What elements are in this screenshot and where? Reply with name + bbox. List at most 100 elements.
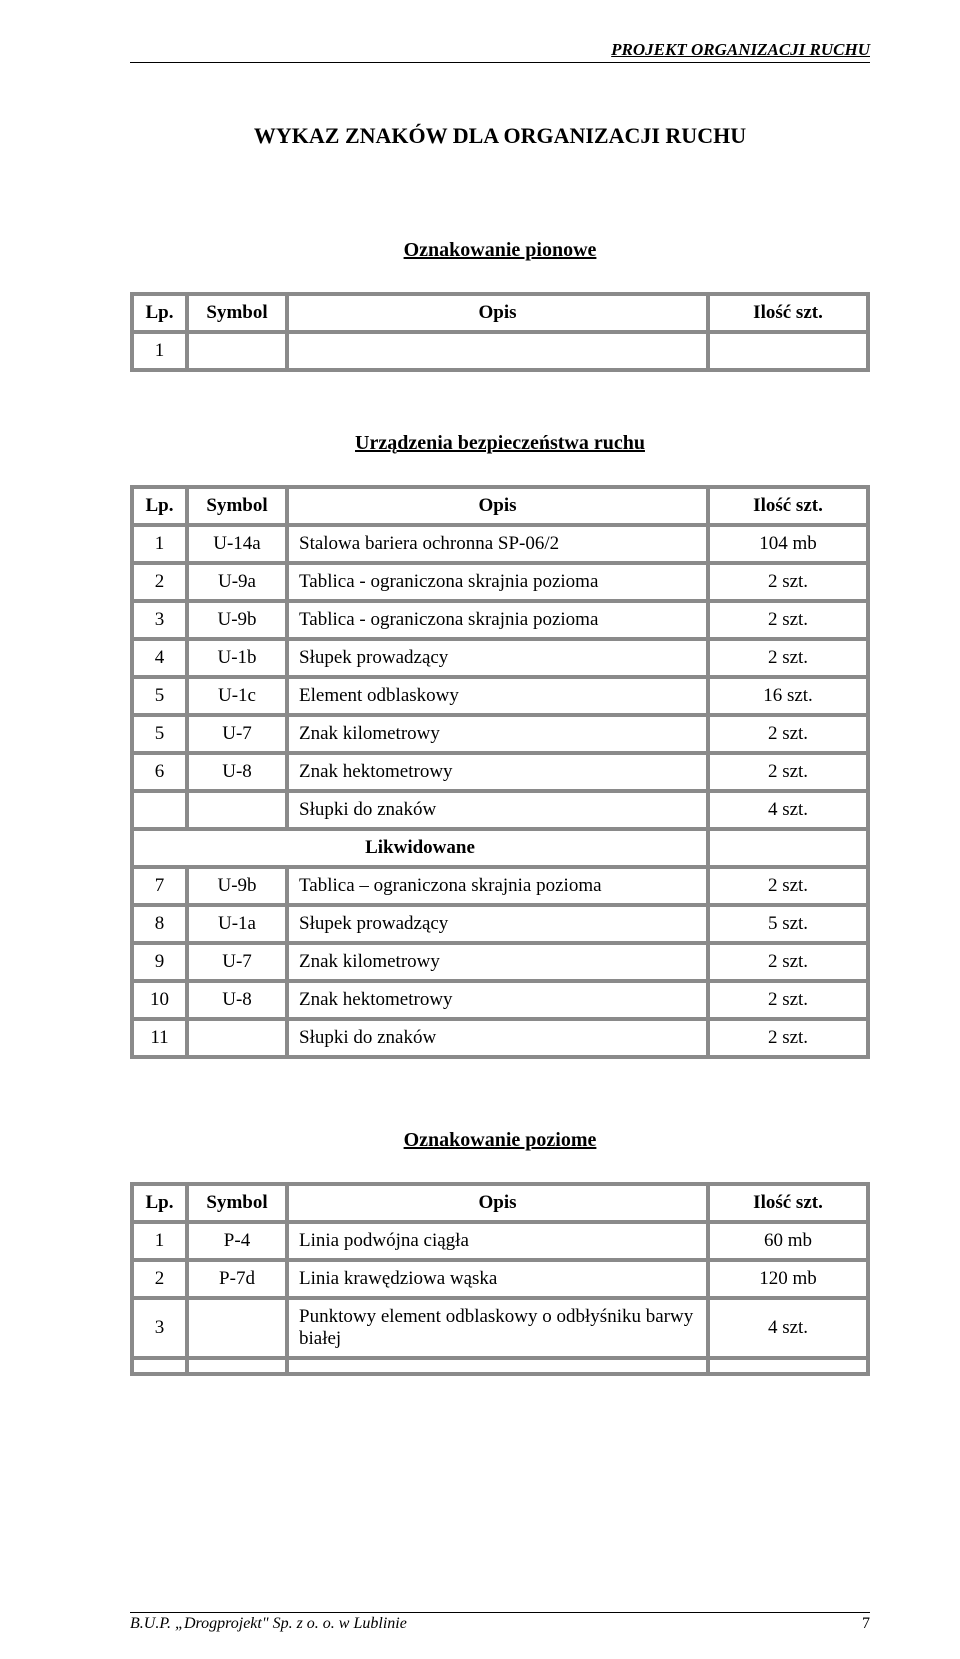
page-title: WYKAZ ZNAKÓW DLA ORGANIZACJI RUCHU — [130, 123, 870, 149]
col-lp: Lp. — [132, 1184, 187, 1222]
cell-lp: 1 — [132, 525, 187, 563]
cell-opis: Znak hektometrowy — [287, 981, 708, 1019]
col-lp: Lp. — [132, 487, 187, 525]
horizontal-signs-table: Lp. Symbol Opis Ilość szt. 1P-4Linia pod… — [130, 1182, 870, 1376]
cell-symbol: U-1c — [187, 677, 287, 715]
table-row: 11 Słupki do znaków2 szt. — [132, 1019, 868, 1057]
col-symbol: Symbol — [187, 487, 287, 525]
cell-lp: 9 — [132, 943, 187, 981]
cell-symbol: P-7d — [187, 1260, 287, 1298]
cell-lp: 3 — [132, 1298, 187, 1358]
cell-opis — [287, 1358, 708, 1374]
cell-opis — [287, 332, 708, 370]
col-opis: Opis — [287, 487, 708, 525]
col-opis: Opis — [287, 294, 708, 332]
cell-qty: 2 szt. — [708, 867, 868, 905]
table-row: Słupki do znaków4 szt. — [132, 791, 868, 829]
col-symbol: Symbol — [187, 294, 287, 332]
cell-lp: 8 — [132, 905, 187, 943]
header-rule — [130, 62, 870, 63]
cell-qty: 16 szt. — [708, 677, 868, 715]
cell-opis: Słupki do znaków — [287, 791, 708, 829]
page-footer: B.U.P. „Drogprojekt" Sp. z o. o. w Lubli… — [130, 1612, 870, 1633]
footer-company: B.U.P. „Drogprojekt" Sp. z o. o. w Lubli… — [130, 1615, 407, 1633]
cell-qty: 4 szt. — [708, 791, 868, 829]
cell-opis: Słupki do znaków — [287, 1019, 708, 1057]
cell-symbol: U-14a — [187, 525, 287, 563]
cell-symbol — [187, 791, 287, 829]
cell-opis: Znak kilometrowy — [287, 943, 708, 981]
cell-qty: 2 szt. — [708, 753, 868, 791]
cell-symbol: U-8 — [187, 753, 287, 791]
cell-lp: 6 — [132, 753, 187, 791]
table-header-row: Lp. Symbol Opis Ilość szt. — [132, 294, 868, 332]
cell-qty: 4 szt. — [708, 1298, 868, 1358]
table-row: 6U-8Znak hektometrowy2 szt. — [132, 753, 868, 791]
cell-opis: Tablica - ograniczona skrajnia pozioma — [287, 563, 708, 601]
cell-qty: 2 szt. — [708, 981, 868, 1019]
cell-opis: Tablica - ograniczona skrajnia pozioma — [287, 601, 708, 639]
cell-qty: 2 szt. — [708, 563, 868, 601]
cell-symbol — [187, 1019, 287, 1057]
cell-qty — [708, 332, 868, 370]
col-lp: Lp. — [132, 294, 187, 332]
cell-opis: Znak hektometrowy — [287, 753, 708, 791]
cell-qty: 104 mb — [708, 525, 868, 563]
cell-opis: Linia krawędziowa wąska — [287, 1260, 708, 1298]
cell-qty: 2 szt. — [708, 639, 868, 677]
cell-symbol — [187, 332, 287, 370]
safety-devices-table: Lp. Symbol Opis Ilość szt. 1U-14aStalowa… — [130, 485, 870, 1059]
cell-lp: 5 — [132, 677, 187, 715]
table-row: 2U-9aTablica - ograniczona skrajnia pozi… — [132, 563, 868, 601]
liquidated-row: Likwidowane — [132, 829, 868, 867]
cell-qty: 2 szt. — [708, 715, 868, 753]
table-row: 1 — [132, 332, 868, 370]
col-opis: Opis — [287, 1184, 708, 1222]
cell-qty: 2 szt. — [708, 943, 868, 981]
cell-symbol: U-9a — [187, 563, 287, 601]
cell-lp: 1 — [132, 332, 187, 370]
cell-qty: 5 szt. — [708, 905, 868, 943]
section-title-vertical: Oznakowanie pionowe — [130, 239, 870, 262]
cell-symbol: U-7 — [187, 943, 287, 981]
cell-lp — [132, 1358, 187, 1374]
section-title-safety: Urządzenia bezpieczeństwa ruchu — [130, 432, 870, 455]
cell-symbol — [187, 1298, 287, 1358]
table-row: 3Punktowy element odblaskowy o odbłyśnik… — [132, 1298, 868, 1358]
table-row: 2P-7dLinia krawędziowa wąska120 mb — [132, 1260, 868, 1298]
cell-symbol: P-4 — [187, 1222, 287, 1260]
cell-opis: Linia podwójna ciągła — [287, 1222, 708, 1260]
col-qty: Ilość szt. — [708, 487, 868, 525]
col-qty: Ilość szt. — [708, 294, 868, 332]
table-header-row: Lp. Symbol Opis Ilość szt. — [132, 487, 868, 525]
cell-qty — [708, 829, 868, 867]
col-symbol: Symbol — [187, 1184, 287, 1222]
cell-opis: Znak kilometrowy — [287, 715, 708, 753]
cell-lp: 7 — [132, 867, 187, 905]
cell-qty: 120 mb — [708, 1260, 868, 1298]
col-qty: Ilość szt. — [708, 1184, 868, 1222]
table-header-row: Lp. Symbol Opis Ilość szt. — [132, 1184, 868, 1222]
cell-symbol: U-8 — [187, 981, 287, 1019]
cell-lp: 2 — [132, 1260, 187, 1298]
cell-lp: 2 — [132, 563, 187, 601]
cell-lp: 10 — [132, 981, 187, 1019]
cell-qty: 2 szt. — [708, 1019, 868, 1057]
cell-opis: Element odblaskowy — [287, 677, 708, 715]
table-row: 7U-9bTablica – ograniczona skrajnia pozi… — [132, 867, 868, 905]
cell-opis: Słupek prowadzący — [287, 639, 708, 677]
cell-opis: Tablica – ograniczona skrajnia pozioma — [287, 867, 708, 905]
table-row: 1U-14aStalowa bariera ochronna SP-06/210… — [132, 525, 868, 563]
table-row: 10U-8Znak hektometrowy2 szt. — [132, 981, 868, 1019]
cell-lp: 4 — [132, 639, 187, 677]
section-title-horizontal: Oznakowanie poziome — [130, 1129, 870, 1152]
table-row: 8U-1aSłupek prowadzący5 szt. — [132, 905, 868, 943]
cell-lp: 11 — [132, 1019, 187, 1057]
footer-page-number: 7 — [862, 1615, 870, 1633]
running-header: PROJEKT ORGANIZACJI RUCHU — [130, 40, 870, 60]
cell-lp: 1 — [132, 1222, 187, 1260]
cell-qty: 60 mb — [708, 1222, 868, 1260]
cell-symbol: U-1b — [187, 639, 287, 677]
cell-symbol: U-7 — [187, 715, 287, 753]
cell-lp: 3 — [132, 601, 187, 639]
